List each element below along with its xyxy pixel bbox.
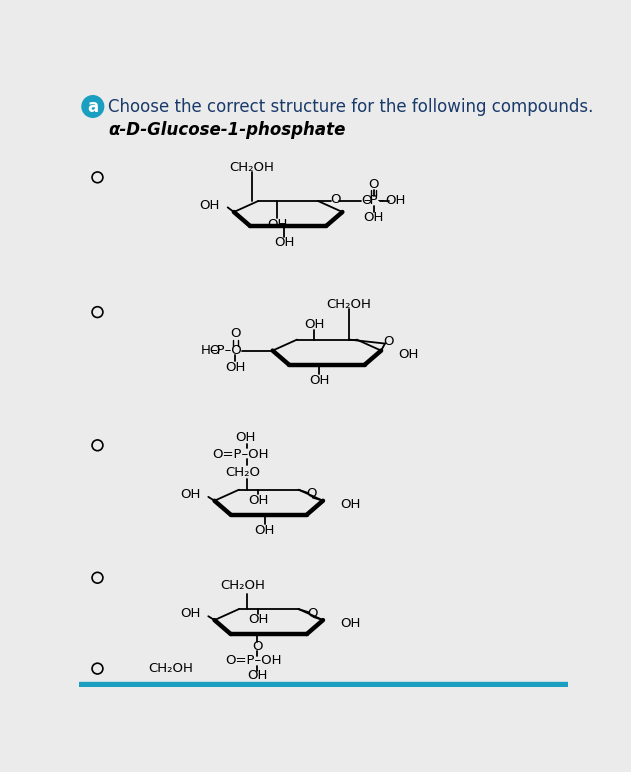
Text: OH: OH [199, 199, 220, 212]
Text: O: O [252, 640, 262, 653]
Text: OH: OH [340, 498, 360, 511]
Text: O: O [369, 178, 379, 191]
Text: OH: OH [267, 218, 287, 231]
Text: OH: OH [309, 374, 329, 387]
Text: CH₂OH: CH₂OH [220, 580, 265, 592]
Text: –P–O: –P–O [210, 344, 242, 357]
Text: OH: OH [180, 608, 201, 621]
Text: a: a [87, 97, 98, 116]
Text: OH: OH [304, 318, 324, 330]
Text: CH₂OH: CH₂OH [326, 298, 372, 310]
Text: OH: OH [180, 488, 201, 501]
Text: OH: OH [274, 236, 295, 249]
Text: O=P–OH: O=P–OH [225, 654, 281, 667]
Text: O: O [384, 335, 394, 347]
Text: OH: OH [235, 431, 256, 444]
Text: CH₂OH: CH₂OH [149, 662, 194, 675]
Text: OH: OH [247, 669, 268, 682]
Text: OH: OH [386, 195, 406, 208]
Text: OH: OH [248, 494, 268, 507]
Text: OH: OH [248, 614, 268, 626]
Text: O=P–OH: O=P–OH [212, 448, 269, 461]
Text: OH: OH [398, 348, 418, 361]
Circle shape [82, 96, 103, 117]
Text: OH: OH [340, 618, 360, 631]
Text: O: O [307, 487, 317, 500]
Text: CH₂OH: CH₂OH [230, 161, 274, 174]
Text: Choose the correct structure for the following compounds.: Choose the correct structure for the fol… [109, 97, 594, 116]
Text: OH: OH [225, 361, 245, 374]
Text: CH₂O: CH₂O [225, 466, 261, 479]
Text: α-D-Glucose-1-phosphate: α-D-Glucose-1-phosphate [109, 120, 346, 139]
Text: O: O [330, 193, 340, 206]
Text: O: O [230, 327, 240, 340]
Text: O: O [361, 195, 371, 208]
Text: HO: HO [201, 344, 221, 357]
Bar [79, 682, 568, 687]
Text: O: O [307, 607, 318, 620]
Text: –P–: –P– [363, 195, 384, 208]
Text: OH: OH [255, 523, 275, 537]
Text: OH: OH [363, 212, 384, 225]
